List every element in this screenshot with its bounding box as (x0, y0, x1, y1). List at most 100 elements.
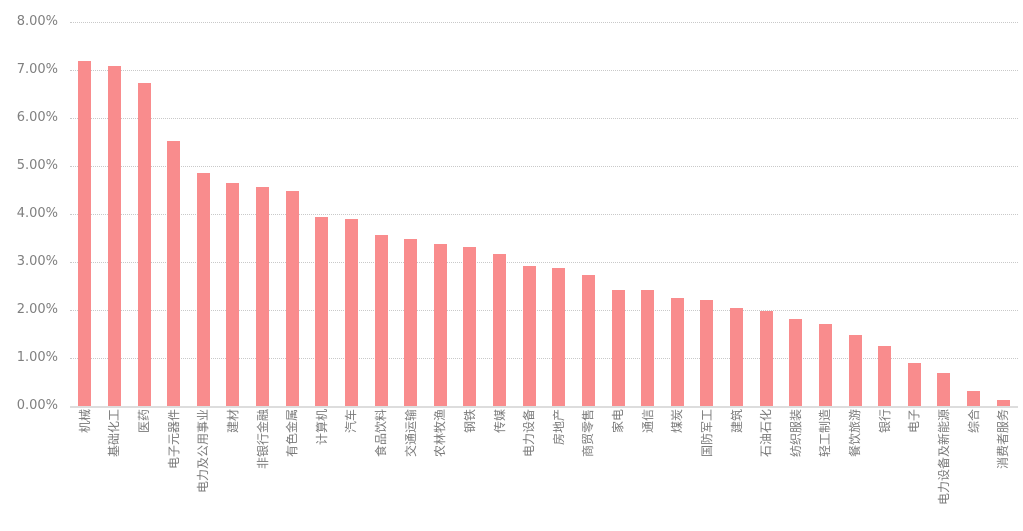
x-label-slot: 钢铁 (455, 409, 485, 531)
chart-bar[interactable] (404, 239, 418, 406)
x-tick-label: 家电 (611, 409, 626, 434)
gridline (70, 214, 1018, 215)
x-axis-labels: 机械 基础化工 医药 电子元器件 电力及公用事业 建材 非银行金融 有色金属 计算机 汽车 食品饮料… (70, 409, 1018, 531)
x-label-slot: 电子 (900, 409, 930, 531)
bar-slot (455, 22, 485, 406)
chart-bar[interactable] (670, 298, 684, 406)
chart-bar[interactable] (996, 400, 1010, 406)
x-tick-label: 计算机 (314, 409, 329, 446)
bar-slot (426, 22, 456, 406)
chart-bar[interactable] (374, 234, 388, 406)
bars-row (70, 22, 1018, 406)
x-tick-label: 医药 (137, 409, 152, 434)
x-label-slot: 商贸零售 (574, 409, 604, 531)
chart-bar[interactable] (463, 247, 477, 406)
chart-bar[interactable] (907, 362, 921, 406)
x-label-slot: 交通运输 (396, 409, 426, 531)
bar-slot (722, 22, 752, 406)
x-tick-label: 综合 (966, 409, 981, 434)
x-tick-label: 食品饮料 (374, 409, 389, 458)
chart-bar[interactable] (759, 311, 773, 406)
x-label-slot: 石油石化 (751, 409, 781, 531)
bar-slot (337, 22, 367, 406)
x-tick-label: 钢铁 (462, 409, 477, 434)
bar-slot (751, 22, 781, 406)
bar-slot (366, 22, 396, 406)
y-tick-label: 2.00% (16, 302, 58, 317)
chart-bar[interactable] (878, 346, 892, 406)
y-tick-label: 8.00% (16, 14, 58, 29)
chart-bar[interactable] (107, 66, 121, 406)
bar-slot (870, 22, 900, 406)
chart-bar[interactable] (552, 267, 566, 406)
chart-bar[interactable] (315, 216, 329, 406)
x-tick-label: 有色金属 (285, 409, 300, 458)
x-label-slot: 电力设备及新能源 (929, 409, 959, 531)
x-label-slot: 餐饮旅游 (840, 409, 870, 531)
x-label-slot: 建筑 (722, 409, 752, 531)
chart-bar[interactable] (344, 218, 358, 406)
chart-bar[interactable] (433, 243, 447, 406)
chart-bar[interactable] (196, 172, 210, 406)
chart-bar[interactable] (848, 335, 862, 406)
x-tick-label: 电子元器件 (166, 409, 181, 470)
x-tick-label: 轻工制造 (818, 409, 833, 458)
x-tick-label: 电力设备 (522, 409, 537, 458)
bar-slot (959, 22, 989, 406)
x-tick-label: 餐饮旅游 (848, 409, 863, 458)
x-label-slot: 医药 (129, 409, 159, 531)
gridline (70, 262, 1018, 263)
chart-bar[interactable] (137, 83, 151, 406)
chart-bar[interactable] (522, 265, 536, 406)
x-tick-label: 国防军工 (699, 409, 714, 458)
chart-bar[interactable] (167, 141, 181, 406)
bar-slot (544, 22, 574, 406)
x-label-slot: 传媒 (485, 409, 515, 531)
chart-bar[interactable] (581, 275, 595, 406)
x-label-slot: 食品饮料 (366, 409, 396, 531)
x-label-slot: 基础化工 (100, 409, 130, 531)
bar-slot (159, 22, 189, 406)
chart-bar[interactable] (226, 182, 240, 406)
bar-slot (248, 22, 278, 406)
gridline (70, 22, 1018, 23)
chart-bar[interactable] (256, 186, 270, 406)
chart-bar[interactable] (78, 61, 92, 406)
y-tick-label: 0.00% (16, 398, 58, 413)
gridline (70, 166, 1018, 167)
chart-bar[interactable] (611, 289, 625, 406)
bar-slot (692, 22, 722, 406)
x-label-slot: 房地产 (544, 409, 574, 531)
chart-bar[interactable] (285, 191, 299, 406)
x-label-slot: 电子元器件 (159, 409, 189, 531)
x-tick-label: 电力及公用事业 (196, 409, 211, 494)
x-tick-label: 非银行金融 (255, 409, 270, 470)
x-tick-label: 机械 (77, 409, 92, 434)
x-tick-label: 石油石化 (759, 409, 774, 458)
x-label-slot: 农林牧渔 (426, 409, 456, 531)
gridline (70, 118, 1018, 119)
x-tick-label: 建材 (225, 409, 240, 434)
bar-slot (663, 22, 693, 406)
bar-slot (574, 22, 604, 406)
chart-bar[interactable] (789, 319, 803, 406)
chart-bar[interactable] (818, 324, 832, 406)
x-label-slot: 通信 (633, 409, 663, 531)
y-tick-label: 7.00% (16, 62, 58, 77)
x-tick-label: 商贸零售 (581, 409, 596, 458)
chart-bar[interactable] (493, 253, 507, 406)
x-label-slot: 纺织服装 (781, 409, 811, 531)
chart-bar[interactable] (700, 299, 714, 406)
bar-slot (70, 22, 100, 406)
x-tick-label: 煤炭 (670, 409, 685, 434)
x-tick-label: 纺织服装 (788, 409, 803, 458)
x-tick-label: 电子 (907, 409, 922, 434)
bar-slot (988, 22, 1018, 406)
x-tick-label: 汽车 (344, 409, 359, 434)
chart-bar[interactable] (937, 372, 951, 406)
chart-bar[interactable] (641, 290, 655, 406)
x-label-slot: 煤炭 (663, 409, 693, 531)
chart-bar[interactable] (730, 307, 744, 406)
y-tick-label: 6.00% (16, 110, 58, 125)
chart-bar[interactable] (967, 390, 981, 406)
